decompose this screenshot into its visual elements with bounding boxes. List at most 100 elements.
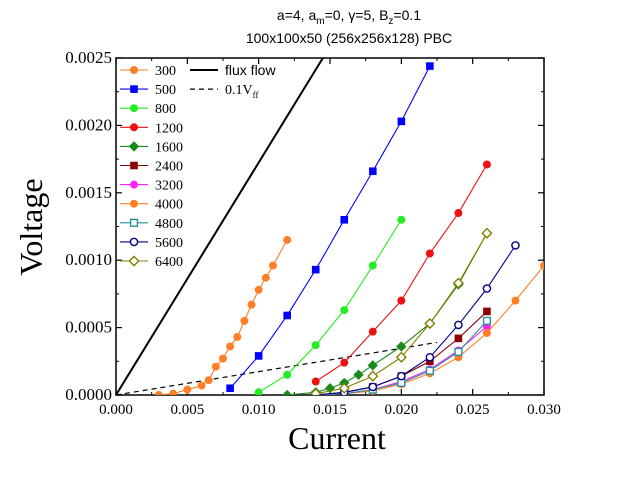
- legend-label-1200: 1200: [155, 121, 183, 136]
- legend-marker-2400: [130, 161, 138, 170]
- data-point-1200: [311, 377, 320, 386]
- legend-label-1600: 1600: [155, 140, 183, 155]
- data-point-1600: [282, 389, 293, 395]
- legend-ref-label: 0.1Vff: [225, 83, 258, 100]
- reference-line: [116, 58, 324, 395]
- data-point-300: [183, 385, 192, 394]
- x-tick-label: 0.030: [527, 402, 561, 418]
- reference-line: [116, 341, 438, 395]
- y-tick-label: 0.0010: [65, 250, 112, 269]
- legend-marker-1600: [128, 141, 140, 152]
- data-point-500: [426, 62, 434, 70]
- legend: 300 500 800 1200 1600 2400 3200 4000 4800 5600 640…: [120, 62, 276, 270]
- data-point-500: [254, 352, 263, 360]
- x-axis-label: Current: [288, 420, 386, 456]
- data-point-1200: [397, 296, 406, 305]
- legend-item-4000: 4000: [120, 198, 183, 213]
- data-point-300: [204, 376, 213, 385]
- data-point-6400: [481, 227, 493, 239]
- legend-ref-label: flux flow: [225, 62, 276, 78]
- data-point-2400: [454, 334, 463, 343]
- data-point-5600: [425, 352, 435, 362]
- x-tick-label: 0.000: [99, 402, 133, 418]
- y-axis-label: Voltage: [13, 178, 49, 275]
- data-point-2400: [483, 307, 491, 316]
- legend-item-1600: 1600: [120, 140, 183, 155]
- data-point-6400: [338, 382, 350, 394]
- series-line-1600: [287, 232, 488, 395]
- series-line-800: [258, 219, 402, 393]
- x-tick-label: 0.015: [313, 402, 347, 418]
- legend-label-500: 500: [155, 83, 176, 98]
- data-point-800: [397, 215, 406, 224]
- data-point-300: [154, 391, 163, 395]
- y-tick-label: 0.0015: [65, 183, 112, 202]
- data-point-6400: [367, 370, 379, 382]
- series-800: [254, 215, 406, 395]
- data-point-1200: [340, 358, 349, 367]
- data-point-300: [197, 381, 206, 390]
- series-1200: [311, 160, 491, 386]
- data-point-500: [368, 167, 377, 176]
- series-4000: [311, 261, 544, 395]
- series-300: [154, 235, 292, 395]
- legend-marker-3200: [129, 180, 138, 189]
- y-tick-label: 0.0020: [65, 115, 112, 134]
- data-point-800: [368, 261, 377, 270]
- data-point-800: [340, 306, 349, 315]
- y-tick-label: 0.0025: [65, 48, 112, 67]
- legend-item-2400: 2400: [120, 160, 183, 175]
- legend-ref-1: 0.1Vff: [190, 83, 258, 100]
- data-point-800: [283, 370, 292, 379]
- legend-item-4800: 4800: [120, 217, 183, 232]
- data-point-4800: [482, 316, 492, 325]
- data-point-4800: [425, 366, 434, 375]
- data-point-4800: [397, 378, 406, 387]
- data-point-300: [268, 261, 277, 270]
- data-point-300: [240, 316, 249, 325]
- x-tick-label: 0.005: [170, 402, 204, 418]
- legend-label-5600: 5600: [155, 236, 183, 251]
- series-6400: [310, 227, 493, 395]
- data-point-1600: [353, 369, 364, 380]
- data-point-500: [397, 117, 406, 126]
- data-point-4000: [511, 296, 520, 305]
- legend-label-300: 300: [155, 64, 176, 79]
- legend-item-6400: 6400: [120, 255, 183, 270]
- legend-marker-4000: [129, 199, 138, 208]
- legend-marker-800: [129, 104, 138, 113]
- legend-marker-4800: [129, 218, 139, 227]
- x-tick-label: 0.010: [242, 402, 276, 418]
- data-point-5600: [511, 241, 520, 250]
- data-point-4800: [454, 347, 463, 356]
- legend-item-3200: 3200: [120, 179, 183, 194]
- data-point-800: [311, 341, 320, 350]
- data-point-1200: [454, 209, 463, 218]
- data-point-4000: [540, 261, 544, 270]
- legend-marker-6400: [128, 255, 140, 267]
- data-point-300: [226, 342, 235, 351]
- data-point-500: [340, 215, 349, 224]
- data-point-1200: [482, 160, 491, 169]
- data-point-1600: [396, 341, 407, 352]
- data-point-300: [261, 273, 270, 282]
- legend-marker-5600: [129, 237, 139, 247]
- y-tick-label: 0.0005: [65, 318, 112, 337]
- data-point-5600: [368, 382, 378, 392]
- legend-item-500: 500: [120, 83, 176, 98]
- legend-item-1200: 1200: [120, 121, 183, 136]
- data-point-5600: [482, 284, 492, 293]
- legend-marker-300: [129, 66, 138, 75]
- legend-item-800: 800: [120, 102, 176, 117]
- data-point-300: [233, 333, 242, 342]
- data-point-300: [218, 354, 227, 363]
- data-point-300: [283, 235, 292, 244]
- data-point-6400: [395, 351, 407, 363]
- data-point-6400: [452, 277, 464, 289]
- data-point-4000: [482, 328, 491, 337]
- legend-label-6400: 6400: [155, 255, 183, 270]
- data-point-1200: [368, 327, 377, 336]
- data-point-800: [254, 388, 263, 395]
- legend-label-4800: 4800: [155, 217, 183, 232]
